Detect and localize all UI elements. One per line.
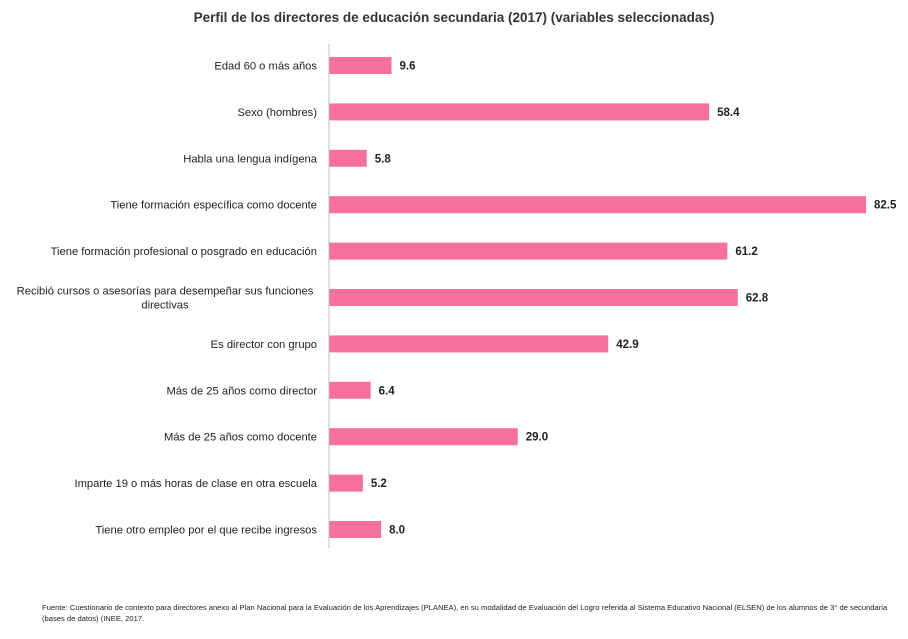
bar-chart: 9.6 Edad 60 o más años 58.4 Sexo (hombres) 5… [17, 44, 897, 548]
data-label: 82.5 [874, 200, 897, 212]
bar [329, 289, 738, 306]
data-label: 9.6 [399, 61, 415, 73]
category-label: Edad 60 o más años [214, 61, 317, 73]
bar [329, 103, 710, 121]
bar [329, 428, 518, 446]
category-label: Es director con grupo [211, 339, 317, 351]
data-label: 42.9 [616, 339, 638, 351]
data-label: 5.8 [375, 153, 392, 165]
data-label: 8.0 [389, 525, 405, 537]
bar [329, 57, 392, 74]
category-label: Recibió cursos o asesorías para desempeñ… [17, 286, 314, 298]
category-label: Tiene formación específica como docente [110, 200, 317, 212]
bar [329, 196, 866, 214]
data-label: 5.2 [371, 478, 387, 490]
data-label: 6.4 [379, 385, 396, 397]
bar [329, 335, 609, 353]
data-label: 58.4 [717, 107, 740, 119]
bar [329, 521, 382, 538]
bar [329, 381, 371, 399]
category-label: Tiene otro empleo por el que recibe ingr… [95, 525, 317, 537]
data-label: 61.2 [735, 246, 757, 258]
bar [329, 242, 728, 260]
category-label: directivas [141, 300, 189, 312]
category-label: Sexo (hombres) [237, 107, 317, 119]
bar [329, 149, 367, 167]
data-label: 62.8 [746, 293, 769, 305]
bar [329, 474, 363, 492]
category-label: Más de 25 años como docente [164, 432, 317, 444]
category-label: Imparte 19 o más horas de clase en otra … [74, 478, 317, 490]
chart-title: Perfil de los directores de educación se… [193, 10, 715, 25]
category-label: Habla una lengua indígena [183, 153, 318, 165]
category-label: Tiene formación profesional o posgrado e… [51, 246, 317, 258]
category-label: Más de 25 años como director [167, 385, 318, 397]
data-label: 29.0 [526, 432, 548, 444]
source-note: Fuente: Cuestionario de contexto para di… [42, 603, 888, 623]
